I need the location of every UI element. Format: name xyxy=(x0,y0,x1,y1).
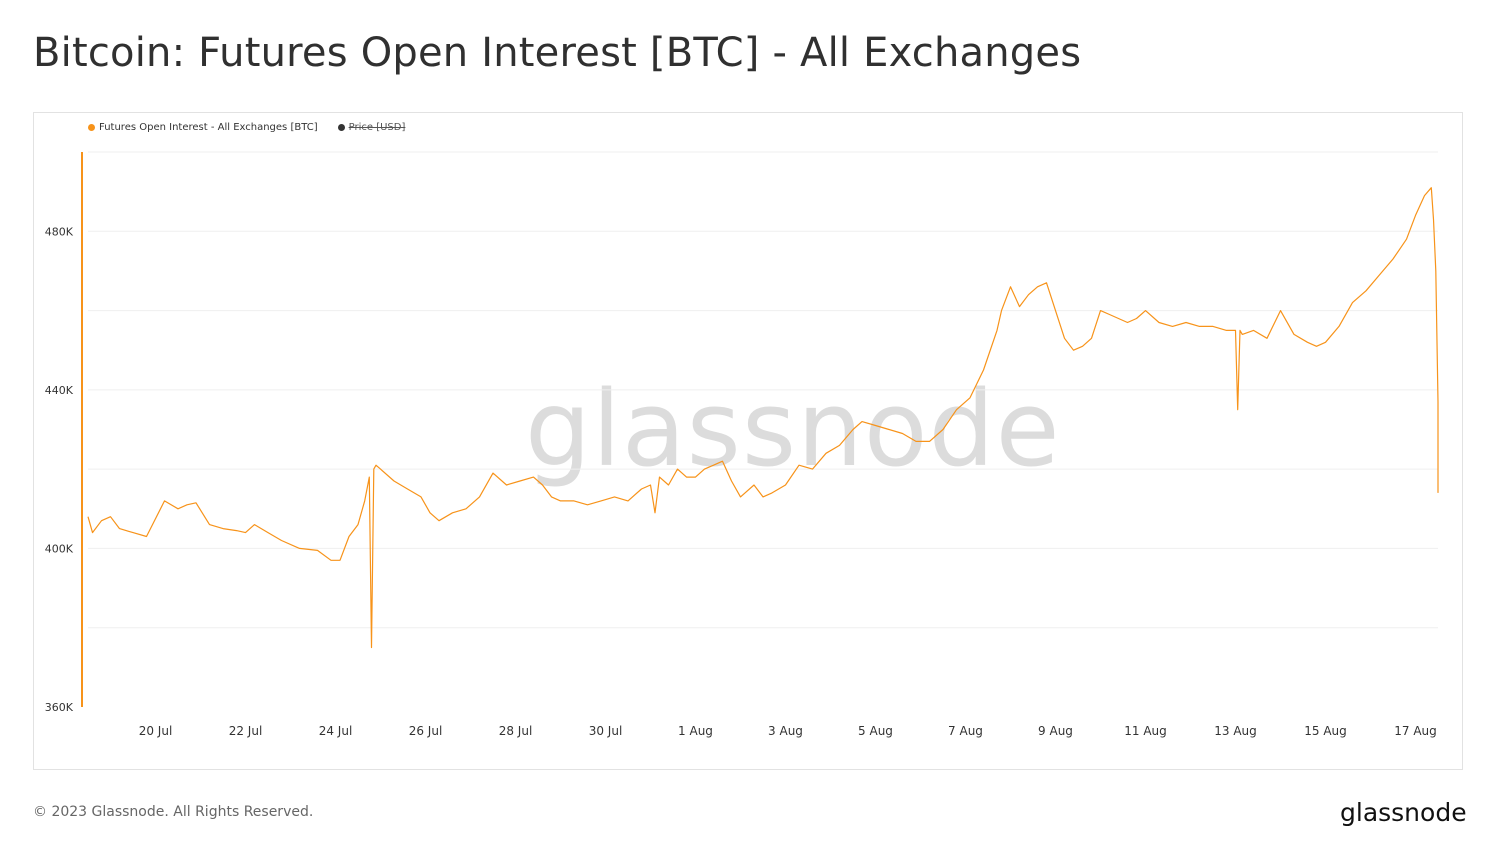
y-tick-label: 480K xyxy=(45,225,74,238)
x-tick-label: 24 Jul xyxy=(319,724,353,738)
legend-item-price[interactable]: Price [USD] xyxy=(337,122,406,133)
chart-title: Bitcoin: Futures Open Interest [BTC] - A… xyxy=(33,30,1082,76)
y-tick-label: 400K xyxy=(45,542,74,555)
x-tick-label: 26 Jul xyxy=(409,724,443,738)
x-tick-label: 22 Jul xyxy=(229,724,263,738)
legend-dot-icon xyxy=(88,124,95,131)
x-tick-label: 9 Aug xyxy=(1038,724,1073,738)
x-tick-label: 7 Aug xyxy=(948,724,983,738)
legend-dot-icon xyxy=(337,124,345,131)
legend-label-open-interest: Futures Open Interest - All Exchanges [B… xyxy=(99,122,318,133)
x-tick-label: 28 Jul xyxy=(499,724,533,738)
x-tick-label: 15 Aug xyxy=(1304,724,1347,738)
x-tick-label: 11 Aug xyxy=(1124,724,1167,738)
y-tick-label: 440K xyxy=(45,384,74,397)
brand-logo[interactable]: glassnode xyxy=(1340,798,1467,827)
copyright-text: © 2023 Glassnode. All Rights Reserved. xyxy=(33,804,314,820)
x-tick-label: 20 Jul xyxy=(139,724,173,738)
legend-item-open-interest[interactable]: Futures Open Interest - All Exchanges [B… xyxy=(88,122,318,133)
chart-legend: Futures Open Interest - All Exchanges [B… xyxy=(88,122,405,133)
x-tick-label: 17 Aug xyxy=(1394,724,1437,738)
y-tick-label: 360K xyxy=(45,701,74,714)
x-tick-label: 13 Aug xyxy=(1214,724,1257,738)
x-tick-label: 30 Jul xyxy=(589,724,623,738)
chart-frame xyxy=(33,112,1463,770)
legend-label-price: Price [USD] xyxy=(348,122,406,133)
watermark: glassnode xyxy=(525,368,1061,490)
x-tick-label: 3 Aug xyxy=(768,724,803,738)
x-tick-label: 5 Aug xyxy=(858,724,893,738)
x-tick-label: 1 Aug xyxy=(678,724,713,738)
series-line-open-interest xyxy=(87,187,1439,649)
